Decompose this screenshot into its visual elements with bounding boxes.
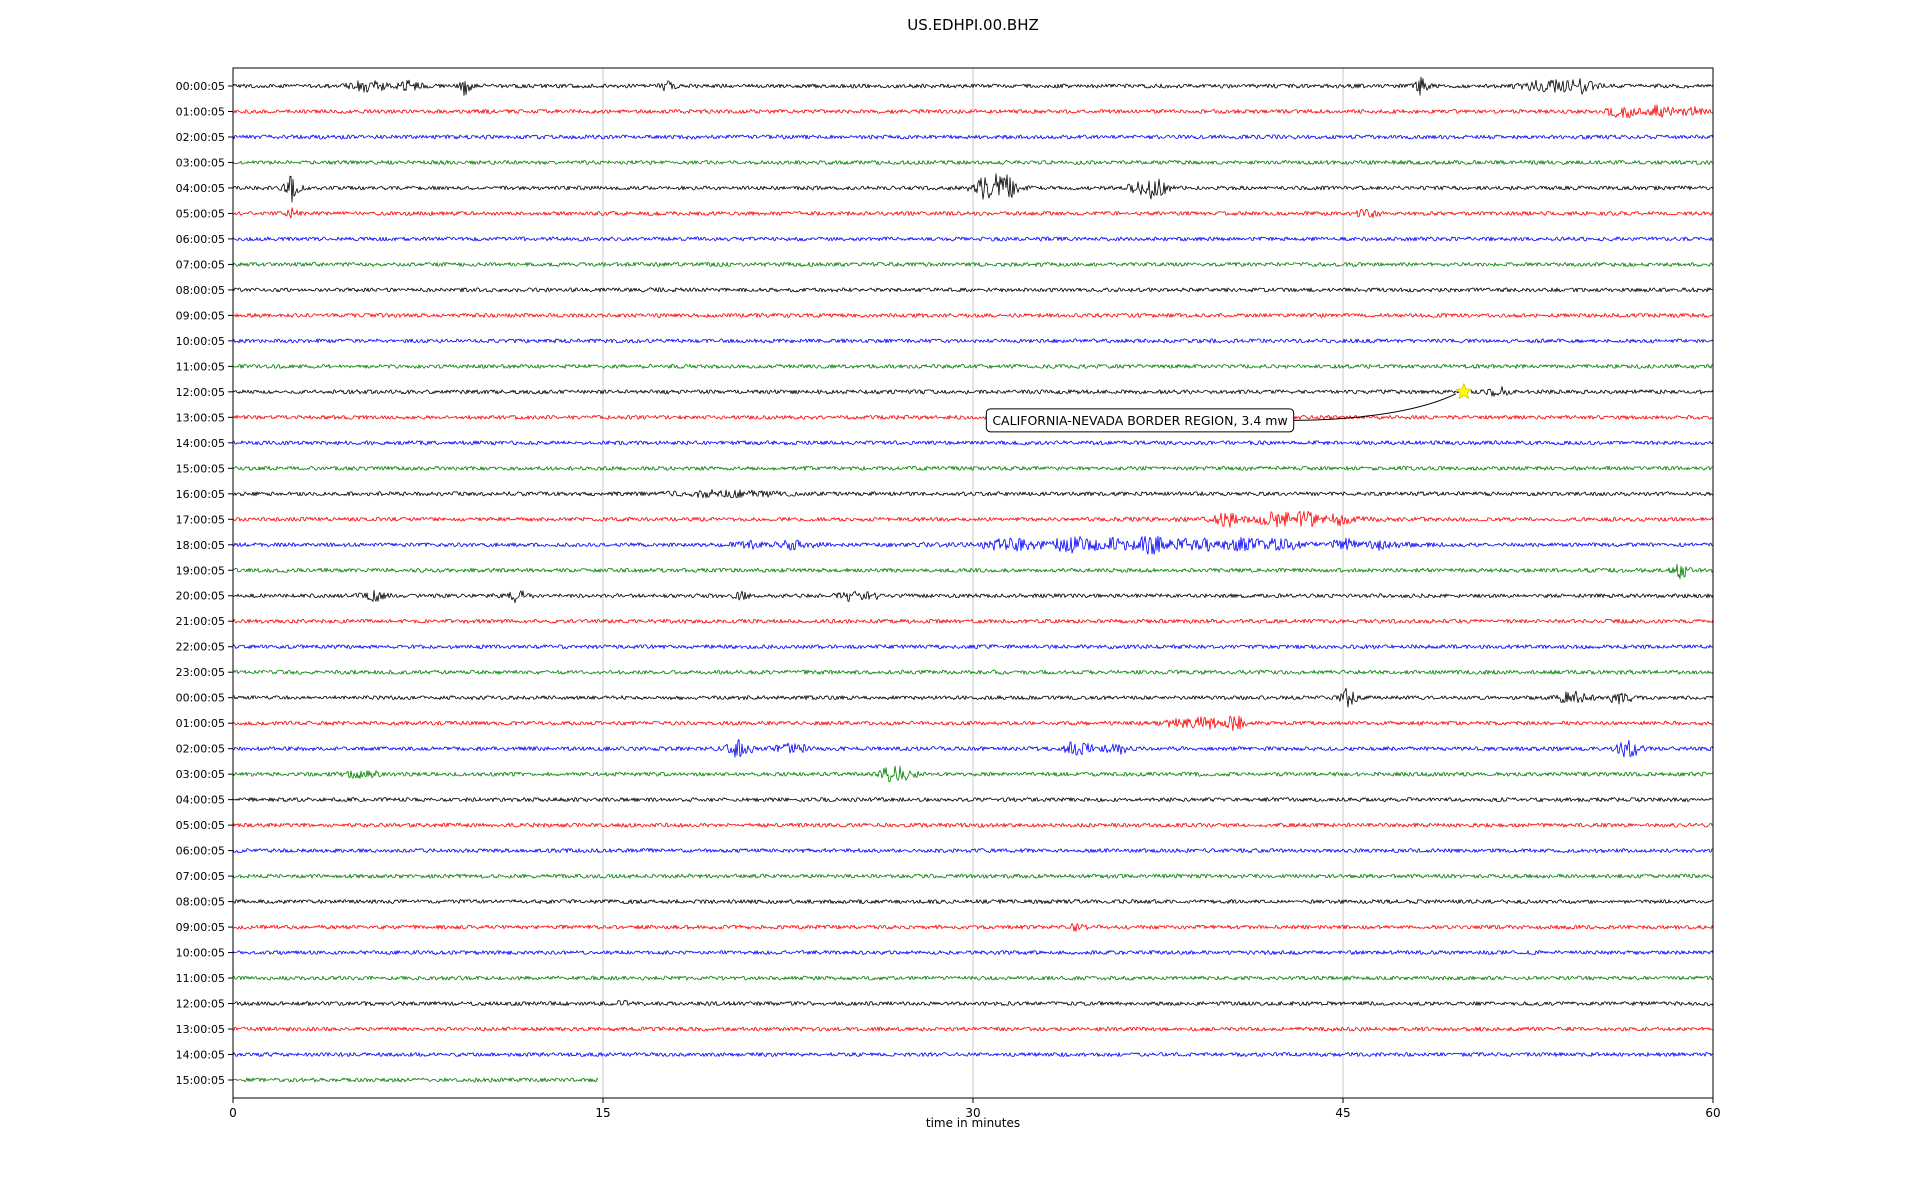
- y-tick-label: 00:00:05: [176, 692, 225, 705]
- trace-row: [232, 669, 1714, 675]
- y-tick-label: 23:00:05: [176, 666, 225, 679]
- y-tick-label: 04:00:05: [176, 794, 225, 807]
- trace-row: [232, 899, 1714, 904]
- trace-row: [232, 287, 1713, 293]
- trace-row: [232, 236, 1713, 242]
- trace-row: [232, 687, 1714, 708]
- trace-row: [232, 999, 1714, 1006]
- y-tick-label: 07:00:05: [176, 870, 225, 883]
- event-star-icon: [1455, 382, 1473, 400]
- trace-row: [232, 261, 1714, 267]
- y-tick-label: 22:00:05: [176, 641, 225, 654]
- trace-row: [232, 975, 1714, 981]
- trace-row: [232, 312, 1714, 318]
- y-tick-label: 01:00:05: [176, 717, 225, 730]
- y-tick-label: 09:00:05: [176, 309, 225, 322]
- y-tick-label: 12:00:05: [176, 998, 225, 1011]
- y-tick-label: 05:00:05: [176, 819, 225, 832]
- trace-row: [232, 618, 1714, 624]
- x-tick-label: 0: [229, 1106, 237, 1120]
- y-tick-label: 08:00:05: [176, 284, 225, 297]
- trace-row: [232, 644, 1714, 650]
- trace-row: [232, 440, 1714, 446]
- x-tick-label: 15: [595, 1106, 610, 1120]
- trace-row: [232, 1026, 1714, 1032]
- y-tick-label: 10:00:05: [176, 947, 225, 960]
- y-tick-label: 18:00:05: [176, 539, 225, 552]
- trace-row: [232, 873, 1714, 879]
- trace-row: [232, 535, 1714, 555]
- y-tick-label: 19:00:05: [176, 564, 225, 577]
- y-tick-label: 13:00:05: [176, 411, 225, 424]
- trace-row: [232, 563, 1714, 580]
- y-tick-label: 02:00:05: [176, 743, 225, 756]
- x-axis-label: time in minutes: [925, 1116, 1021, 1130]
- event-annotation-box: [985, 408, 1295, 433]
- trace-row: [232, 489, 1714, 499]
- y-tick-label: 16:00:05: [176, 488, 225, 501]
- y-tick-label: 08:00:05: [176, 896, 225, 909]
- chart-title: US.EDHPI.00.BHZ: [907, 16, 1039, 34]
- trace-row: [232, 950, 1714, 956]
- y-tick-label: 13:00:05: [176, 1023, 225, 1036]
- y-tick-label: 21:00:05: [176, 615, 225, 628]
- x-tick-label: 30: [965, 1106, 980, 1120]
- trace-row: [232, 1077, 599, 1083]
- y-tick-label: 04:00:05: [176, 182, 225, 195]
- y-tick-label: 06:00:05: [176, 845, 225, 858]
- trace-row: [232, 1052, 1714, 1057]
- y-tick-label: 15:00:05: [176, 462, 225, 475]
- y-tick-label: 11:00:05: [176, 972, 225, 985]
- y-tick-label: 06:00:05: [176, 233, 225, 246]
- trace-row: [232, 159, 1714, 165]
- y-tick-label: 12:00:05: [176, 386, 225, 399]
- trace-row: [232, 715, 1714, 732]
- trace-row: [232, 76, 1714, 96]
- trace-row: [232, 173, 1714, 203]
- trace-row: [232, 510, 1714, 528]
- y-tick-label: 14:00:05: [176, 437, 225, 450]
- x-tick-label: 60: [1705, 1106, 1720, 1120]
- y-tick-label: 07:00:05: [176, 258, 225, 271]
- y-tick-label: 10:00:05: [176, 335, 225, 348]
- y-tick-label: 15:00:05: [176, 1074, 225, 1087]
- y-tick-label: 01:00:05: [176, 105, 225, 118]
- trace-row: [232, 134, 1714, 140]
- event-annotation-leader: [1293, 393, 1457, 421]
- trace-row: [233, 739, 1714, 758]
- trace-row: [232, 589, 1714, 603]
- trace-row: [232, 207, 1714, 219]
- event-annotation-label: CALIFORNIA-NEVADA BORDER REGION, 3.4 mw: [992, 413, 1287, 428]
- trace-row: [232, 414, 1714, 420]
- y-tick-label: 14:00:05: [176, 1049, 225, 1062]
- trace-row: [232, 797, 1714, 803]
- y-tick-label: 11:00:05: [176, 360, 225, 373]
- y-tick-label: 20:00:05: [176, 590, 225, 603]
- trace-row: [232, 923, 1714, 932]
- trace-row: [232, 465, 1714, 471]
- trace-row: [232, 822, 1714, 828]
- trace-row: [232, 848, 1714, 854]
- trace-row: [232, 765, 1714, 783]
- y-tick-label: 00:00:05: [176, 80, 225, 93]
- y-tick-label: 03:00:05: [176, 156, 225, 169]
- trace-row: [232, 104, 1714, 119]
- trace-row: [232, 338, 1714, 344]
- y-tick-label: 09:00:05: [176, 921, 225, 934]
- y-tick-label: 02:00:05: [176, 131, 225, 144]
- y-tick-label: 05:00:05: [176, 207, 225, 220]
- y-tick-label: 03:00:05: [176, 768, 225, 781]
- trace-row: [232, 363, 1714, 369]
- x-tick-label: 45: [1335, 1106, 1350, 1120]
- y-tick-label: 17:00:05: [176, 513, 225, 526]
